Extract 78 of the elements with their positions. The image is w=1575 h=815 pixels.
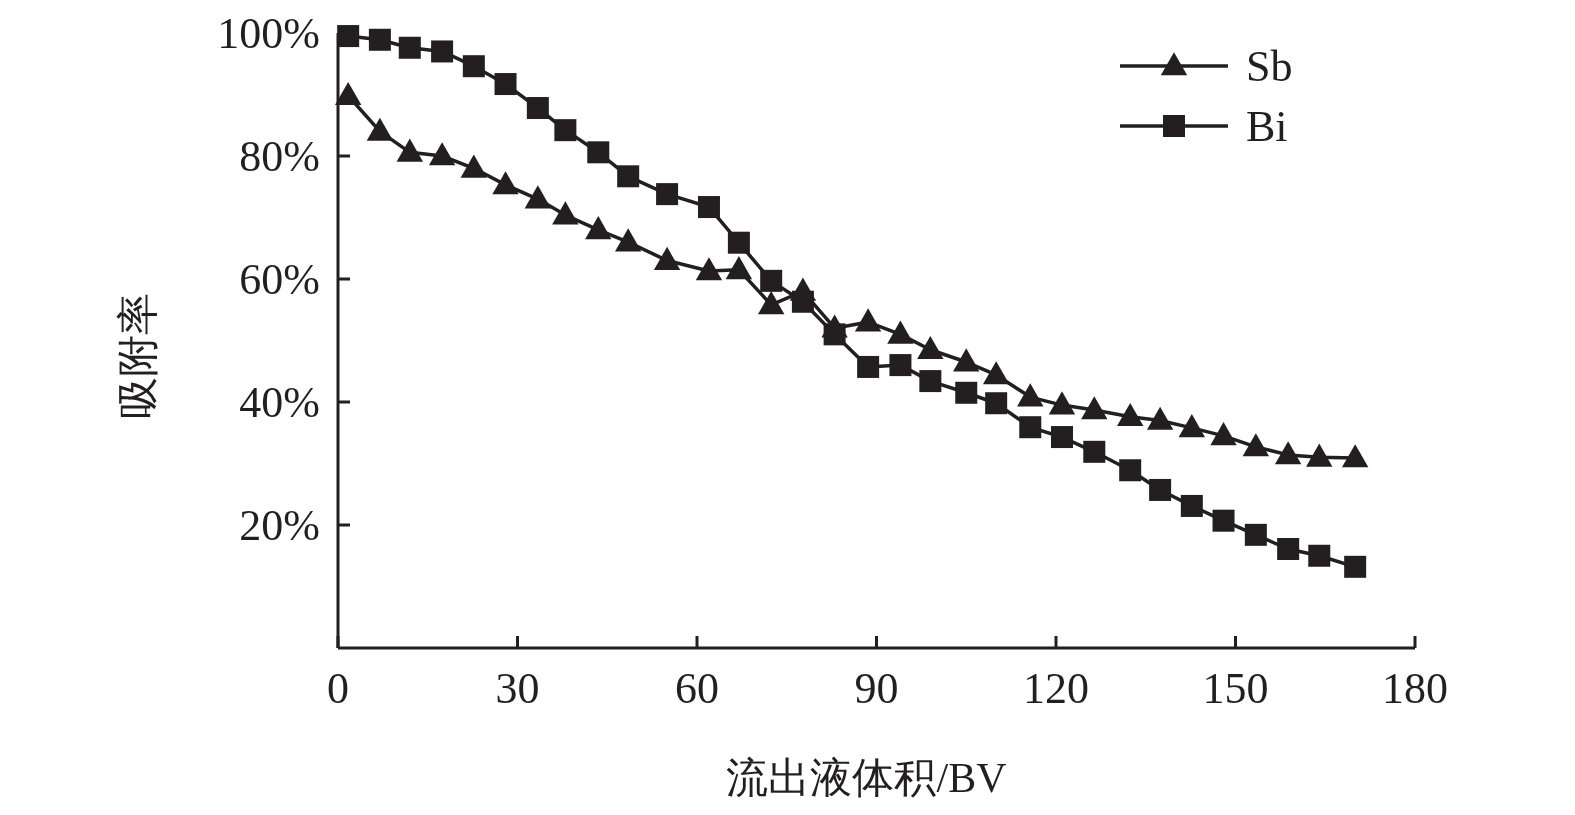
point	[617, 165, 640, 188]
point	[854, 308, 882, 332]
point	[1277, 537, 1300, 560]
point	[366, 117, 394, 141]
x-tick-label: 60	[675, 664, 719, 713]
point	[1149, 478, 1172, 501]
point	[1180, 494, 1203, 517]
point	[1048, 391, 1076, 415]
point	[334, 81, 362, 106]
y-tick-label: 100%	[217, 9, 320, 58]
point	[1344, 555, 1367, 578]
y-tick-label: 60%	[239, 255, 320, 304]
point	[695, 257, 723, 281]
point	[1210, 422, 1237, 446]
legend-label: Bi	[1246, 102, 1288, 151]
y-tick-label: 20%	[239, 501, 320, 550]
point	[396, 138, 423, 162]
point	[494, 73, 517, 96]
point	[460, 154, 488, 178]
point	[656, 183, 679, 206]
point	[727, 231, 750, 254]
point	[585, 216, 612, 240]
point	[492, 171, 519, 195]
y-tick-label: 40%	[239, 378, 320, 427]
point	[1212, 509, 1235, 532]
point	[1083, 440, 1106, 463]
x-tick-label: 120	[1023, 664, 1089, 713]
point	[653, 246, 681, 270]
point	[431, 40, 454, 63]
x-axis-title: 流出液体积/BV	[726, 755, 1007, 801]
point	[554, 119, 577, 142]
point	[398, 36, 421, 59]
point	[428, 142, 456, 166]
point	[368, 28, 391, 51]
point	[526, 97, 549, 120]
point	[1119, 459, 1142, 482]
point	[1306, 443, 1333, 467]
point	[821, 314, 848, 338]
point	[697, 196, 720, 219]
point	[462, 55, 485, 78]
point	[919, 370, 942, 393]
point	[587, 141, 610, 164]
point	[757, 291, 785, 315]
legend-label: Sb	[1246, 42, 1293, 91]
point	[1244, 523, 1267, 546]
point	[889, 354, 912, 377]
point	[760, 269, 783, 292]
point	[1146, 406, 1174, 430]
point	[1242, 433, 1270, 457]
point	[887, 320, 914, 344]
x-tick-label: 150	[1202, 664, 1269, 713]
point	[1116, 403, 1144, 427]
y-axis-title: 吸附率	[115, 292, 161, 419]
point	[1308, 544, 1331, 567]
point	[955, 381, 978, 404]
point	[917, 335, 944, 360]
x-tick-label: 90	[854, 664, 899, 713]
y-tick-label: 80%	[239, 132, 320, 181]
point	[953, 348, 980, 372]
point	[982, 361, 1010, 385]
point	[985, 392, 1008, 415]
point	[552, 201, 579, 225]
point	[1274, 441, 1302, 465]
point	[614, 228, 642, 252]
point	[1017, 383, 1044, 407]
point	[1019, 416, 1042, 439]
point	[1050, 426, 1073, 449]
point	[789, 277, 817, 301]
point	[725, 256, 753, 280]
point	[1081, 396, 1108, 420]
point	[1178, 414, 1206, 438]
point	[524, 185, 552, 209]
x-tick-label: 30	[495, 664, 540, 713]
x-tick-label: 180	[1382, 664, 1448, 713]
x-tick-label: 0	[327, 664, 349, 713]
point	[1341, 444, 1369, 468]
point	[857, 355, 880, 378]
point	[337, 25, 360, 48]
